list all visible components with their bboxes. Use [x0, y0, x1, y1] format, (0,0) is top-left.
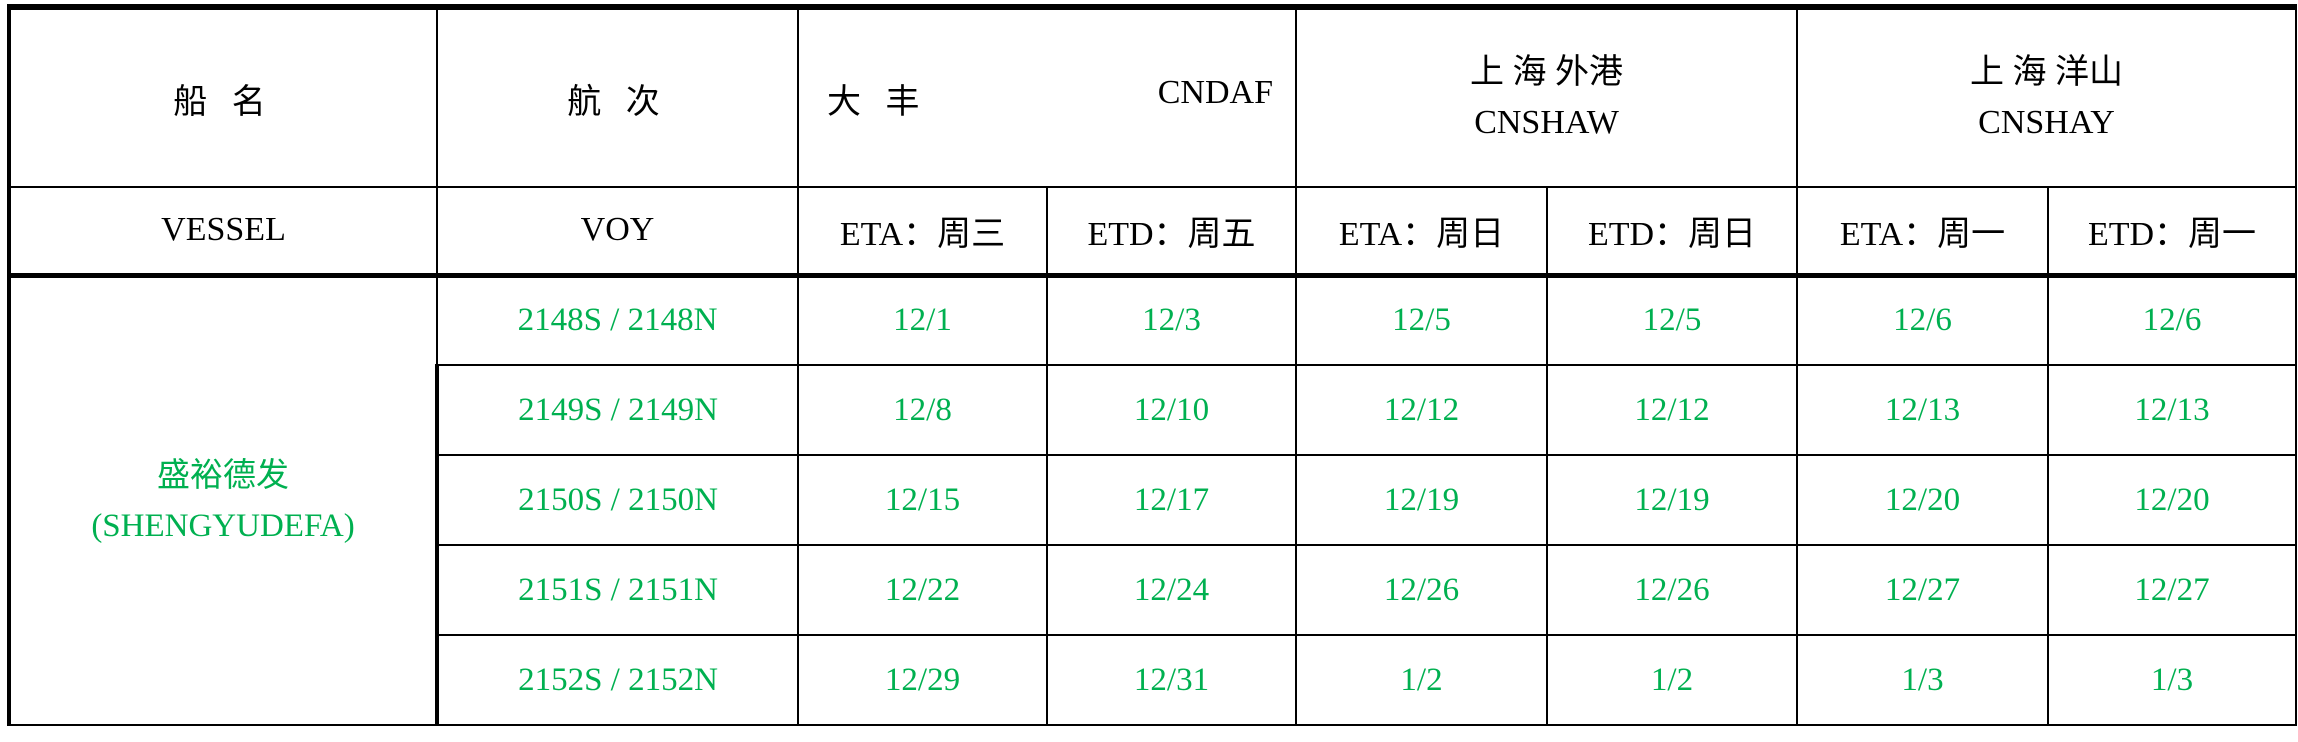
port-yangshan-name: 上 海 洋山: [1970, 54, 2123, 91]
sub-header: ETD：周五: [1046, 186, 1297, 278]
date-cell: 12/3: [1046, 274, 1297, 366]
voyage-header-en: VOY: [436, 186, 799, 278]
date-cell: 12/8: [797, 364, 1048, 456]
schedule-table: 船 名 航 次 大 丰 CNDAF 上 海 外港 CNSHAW 上 海 洋山 C…: [7, 4, 2297, 726]
date-cell: 12/6: [2047, 274, 2297, 366]
table-row: 2150S / 2150N 12/15 12/17 12/19 12/19 12/20 12…: [9, 454, 2297, 546]
sub-header: ETA：周一: [1796, 186, 2049, 278]
voyage-cell: 2148S / 2148N: [436, 274, 799, 366]
vessel-header-cn: 船 名: [7, 4, 438, 188]
date-cell: 12/29: [797, 634, 1048, 726]
date-cell: 12/31: [1046, 634, 1297, 726]
date-cell: 12/20: [1796, 454, 2049, 546]
date-cell: 12/12: [1546, 364, 1798, 456]
vessel-header-en: VESSEL: [7, 186, 438, 278]
voyage-cell: 2152S / 2152N: [435, 634, 799, 726]
sub-header: ETD：周一: [2047, 186, 2297, 278]
date-cell: 12/10: [1046, 364, 1297, 456]
date-cell: 12/13: [1796, 364, 2049, 456]
date-cell: 12/24: [1046, 544, 1297, 636]
header-row-2: VESSEL VOY ETA：周三 ETD：周五 ETA：周日 ETD：周日 E…: [7, 186, 2297, 278]
date-cell: 12/1: [797, 274, 1048, 366]
port-dafeng-code: CNDAF: [1157, 73, 1273, 111]
sub-header: ETD：周日: [1546, 186, 1798, 278]
header-row-1: 船 名 航 次 大 丰 CNDAF 上 海 外港 CNSHAW 上 海 洋山 C…: [7, 4, 2297, 188]
voyage-cell: 2150S / 2150N: [435, 454, 799, 546]
date-cell: 12/13: [2047, 364, 2297, 456]
date-cell: 12/12: [1295, 364, 1548, 456]
date-cell: 12/26: [1295, 544, 1548, 636]
sub-header: ETA：周日: [1295, 186, 1548, 278]
table-row: 2149S / 2149N 12/8 12/10 12/12 12/12 12/13 12/…: [9, 364, 2297, 456]
date-cell: 12/5: [1295, 274, 1548, 366]
date-cell: 12/27: [2047, 544, 2297, 636]
date-cell: 1/2: [1295, 634, 1548, 726]
voyage-cell: 2151S / 2151N: [435, 544, 799, 636]
date-cell: 12/26: [1546, 544, 1798, 636]
port-waigang-code: CNSHAW: [1474, 104, 1619, 141]
voyage-cell: 2149S / 2149N: [435, 364, 799, 456]
date-cell: 12/27: [1796, 544, 2049, 636]
port-waigang-name: 上 海 外港: [1470, 54, 1623, 91]
date-cell: 1/3: [1796, 634, 2049, 726]
date-cell: 1/3: [2047, 634, 2297, 726]
date-cell: 1/2: [1546, 634, 1798, 726]
table-row: 2151S / 2151N 12/22 12/24 12/26 12/26 12/27 12…: [9, 544, 2297, 636]
date-cell: 12/17: [1046, 454, 1297, 546]
table-row: 盛裕德发 (SHENGYUDEFA) 2148S / 2148N 12/1 12/3 1…: [7, 274, 2297, 726]
date-cell: 12/19: [1295, 454, 1548, 546]
vessel-name-cn: 盛裕德发: [157, 457, 289, 494]
table-row: 2152S / 2152N 12/29 12/31 1/2 1/2 1/3 1/3: [9, 634, 2297, 726]
date-cell: 12/22: [797, 544, 1048, 636]
port-yangshan-header: 上 海 洋山 CNSHAY: [1796, 4, 2297, 188]
port-dafeng-name: 大 丰: [827, 83, 928, 121]
date-cell: 12/19: [1546, 454, 1798, 546]
vessel-name-en: (SHENGYUDEFA): [91, 507, 355, 544]
date-cell: 12/5: [1546, 274, 1798, 366]
port-waigang-header: 上 海 外港 CNSHAW: [1295, 4, 1798, 188]
date-cell: 12/15: [797, 454, 1048, 546]
voyage-header-cn: 航 次: [436, 4, 799, 188]
port-yangshan-code: CNSHAY: [1978, 104, 2115, 141]
port-dafeng-header: 大 丰 CNDAF: [797, 4, 1297, 188]
date-cell: 12/20: [2047, 454, 2297, 546]
date-cell: 12/6: [1796, 274, 2049, 366]
sub-header: ETA：周三: [797, 186, 1048, 278]
vessel-name-cell: 盛裕德发 (SHENGYUDEFA): [7, 274, 438, 726]
